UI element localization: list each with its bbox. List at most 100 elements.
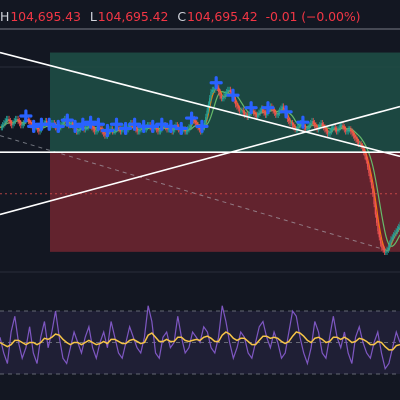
candle-body bbox=[205, 116, 207, 124]
candle-body bbox=[378, 231, 380, 238]
candle-body bbox=[7, 118, 9, 120]
candle-body bbox=[282, 106, 285, 109]
candle-body bbox=[381, 243, 383, 248]
low-value: 104,695.42 bbox=[97, 8, 169, 24]
candle-body bbox=[335, 129, 338, 132]
signal-marker bbox=[209, 76, 223, 90]
candle-body bbox=[104, 133, 106, 136]
signal-marker bbox=[51, 119, 65, 133]
candle-body bbox=[263, 110, 265, 113]
candle-body bbox=[218, 87, 220, 92]
candle-body bbox=[188, 127, 190, 130]
candle-body bbox=[309, 123, 312, 126]
candle-body bbox=[308, 125, 311, 128]
candle-body bbox=[313, 123, 316, 126]
candle-body bbox=[363, 148, 365, 153]
signal-marker bbox=[42, 117, 56, 131]
candle-body bbox=[212, 89, 215, 91]
candle-body bbox=[198, 127, 201, 130]
candle-body bbox=[78, 129, 80, 132]
candle-body bbox=[145, 127, 147, 130]
signal-marker bbox=[164, 119, 178, 133]
candle-body bbox=[21, 125, 23, 126]
candle-body bbox=[102, 131, 105, 134]
candle-body bbox=[136, 129, 138, 132]
signal-marker bbox=[261, 101, 275, 115]
candle-body bbox=[333, 127, 335, 129]
candle-body bbox=[387, 247, 390, 250]
candle-body bbox=[311, 121, 313, 124]
candle-body bbox=[96, 129, 98, 132]
candle-body bbox=[390, 239, 392, 244]
candle-body bbox=[119, 129, 122, 132]
candle-body bbox=[275, 112, 277, 115]
candle-body bbox=[206, 110, 208, 117]
candle-body bbox=[396, 229, 399, 232]
candle-body bbox=[315, 125, 317, 128]
signal-marker bbox=[84, 115, 98, 129]
candle-body bbox=[258, 112, 260, 115]
candle-body bbox=[348, 129, 351, 131]
candle-body bbox=[293, 125, 295, 128]
candle-body bbox=[334, 127, 336, 130]
candle-body bbox=[236, 104, 238, 107]
candle-body bbox=[184, 129, 186, 132]
candle-body bbox=[245, 114, 247, 116]
candle-body bbox=[368, 166, 370, 173]
candle-body bbox=[346, 131, 348, 133]
candle-body bbox=[23, 121, 26, 124]
candle-body bbox=[172, 129, 175, 132]
change-value: -0.01 (−0.00%) bbox=[265, 8, 361, 24]
candle-body bbox=[297, 127, 299, 130]
signal-marker bbox=[128, 117, 142, 131]
candle-body bbox=[187, 129, 189, 132]
candle-body bbox=[299, 123, 302, 126]
candle-body bbox=[324, 127, 326, 130]
candle-body bbox=[193, 118, 195, 122]
candle-body bbox=[249, 112, 251, 115]
candle-body bbox=[114, 129, 116, 132]
signal-marker bbox=[109, 117, 124, 131]
signal-marker bbox=[76, 117, 90, 131]
candle-body bbox=[341, 125, 343, 126]
oscillator-fast-line bbox=[0, 305, 400, 371]
candle-body bbox=[255, 114, 258, 117]
candle-body bbox=[298, 125, 300, 128]
candle-body bbox=[214, 87, 216, 90]
candle-body bbox=[87, 125, 89, 128]
candle-body bbox=[76, 131, 79, 133]
candle-body bbox=[45, 121, 48, 124]
candle-body bbox=[29, 121, 31, 124]
candle-body bbox=[375, 214, 378, 223]
candle-body bbox=[4, 121, 6, 124]
candle-body bbox=[39, 129, 41, 132]
candle-body bbox=[280, 108, 282, 111]
signal-marker bbox=[174, 121, 188, 136]
signal-marker bbox=[60, 113, 74, 127]
high-value: 104,695.43 bbox=[10, 8, 81, 24]
candle-body bbox=[291, 123, 294, 126]
signal-marker bbox=[195, 119, 209, 133]
candle-body bbox=[167, 129, 169, 131]
signal-marker bbox=[118, 121, 133, 136]
signal-marker bbox=[146, 119, 160, 133]
candle-body bbox=[304, 127, 307, 130]
candle-body bbox=[353, 135, 356, 138]
candle-body bbox=[290, 123, 292, 124]
candle-body bbox=[79, 127, 81, 130]
candle-body bbox=[326, 131, 329, 134]
candle-body bbox=[221, 98, 224, 100]
candle-body bbox=[273, 110, 276, 113]
candle-body bbox=[189, 125, 191, 128]
candle-body bbox=[342, 125, 344, 128]
candle-body bbox=[366, 160, 369, 167]
candle-body bbox=[228, 89, 230, 91]
candle-body bbox=[71, 123, 74, 126]
candle-body bbox=[347, 129, 349, 132]
candle-body bbox=[272, 108, 274, 111]
candle-body bbox=[386, 249, 388, 252]
candle-body bbox=[391, 237, 393, 240]
candle-body bbox=[281, 106, 283, 109]
